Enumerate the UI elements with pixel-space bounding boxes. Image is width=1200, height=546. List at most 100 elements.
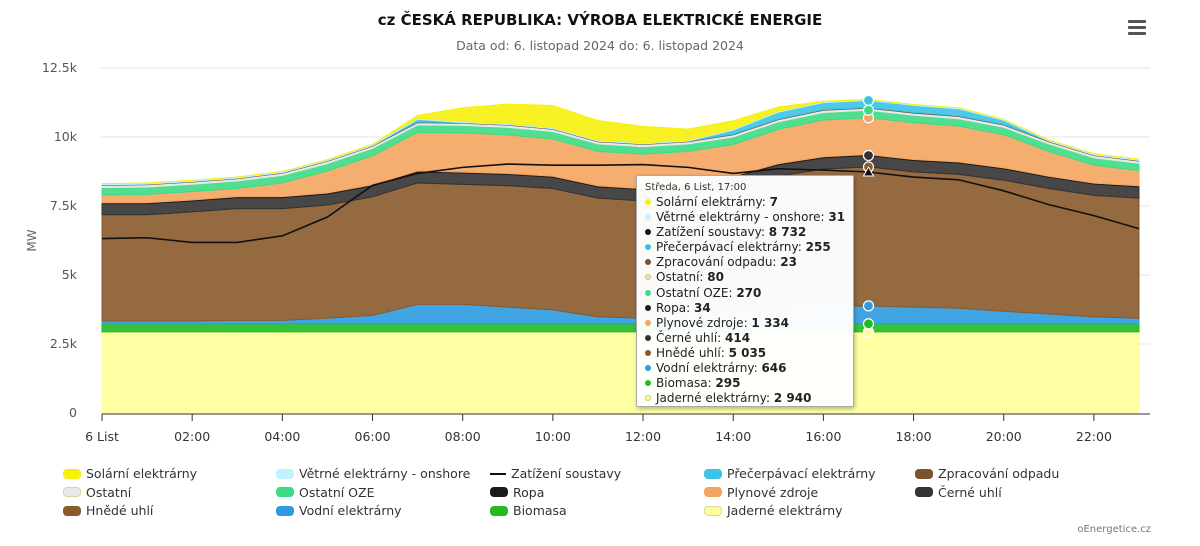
hover-marker-load [862, 165, 875, 177]
x-tick-label: 08:00 [445, 429, 481, 444]
tooltip-value: 5 035 [728, 345, 767, 360]
tooltip-value: 23 [780, 255, 797, 270]
tooltip-row: Přečerpávací elektrárny: 255 [645, 240, 845, 255]
legend-label: Ostatní [86, 484, 132, 500]
legend-item[interactable]: Biomasa [490, 502, 567, 520]
tooltip-row: Ostatní: 80 [645, 270, 845, 285]
legend-item[interactable]: Větrné elektrárny - onshore [276, 465, 470, 483]
tooltip-value: 7 [769, 195, 778, 209]
tooltip-label: Černé uhlí: [656, 330, 726, 345]
tooltip-value: 414 [725, 330, 751, 345]
legend-item[interactable]: Zpracování odpadu [915, 465, 1059, 483]
legend-symbol-icon [490, 472, 506, 475]
y-axis-title: MW [25, 229, 39, 251]
legend-item[interactable]: Hnědé uhlí [63, 502, 153, 520]
legend-label: Jaderné elektrárny [727, 503, 843, 518]
area-series-biomasa[interactable] [101, 323, 1140, 333]
tooltip-dot-icon [645, 214, 651, 221]
legend-symbol-icon [63, 487, 81, 497]
x-tick-label: 02:00 [174, 429, 210, 444]
tooltip-dot-icon [645, 274, 651, 281]
y-tick-label: 0 [69, 405, 77, 420]
legend-item[interactable]: Ostatní OZE [276, 484, 374, 502]
tooltip-value: 2 940 [773, 391, 812, 406]
hover-marker [862, 104, 875, 116]
legend-label: Hnědé uhlí [86, 503, 154, 518]
legend-symbol-icon [63, 468, 81, 479]
legend-symbol-icon [490, 505, 508, 516]
tooltip-label: Biomasa: [656, 376, 716, 391]
tooltip-dot-icon [645, 334, 651, 341]
tooltip-value: 270 [736, 285, 762, 300]
tooltip-row: Černé uhlí: 414 [645, 331, 845, 346]
tooltip-row: Ostatní OZE: 270 [645, 286, 845, 301]
tooltip-label: Větrné elektrárny - onshore: [656, 210, 829, 225]
tooltip-dot-icon [645, 395, 651, 402]
legend-item[interactable]: Ropa [490, 484, 544, 502]
tooltip-label: Zpracování odpadu: [656, 255, 781, 270]
legend-item[interactable]: Zatížení soustavy [490, 465, 621, 483]
stacked-area-chart: 0 2.5k 5k 7.5k 10k 12.5k MW 6 List 02:00 04:00 06:… [25, 60, 1150, 444]
legend-symbol-icon [704, 468, 722, 479]
legend-symbol-icon [704, 487, 722, 497]
tooltip-label: Plynové zdroje: [656, 315, 752, 330]
tooltip-value: 295 [715, 376, 741, 391]
legend-label: Plynové zdroje [727, 484, 819, 500]
x-tick-label: 18:00 [896, 429, 932, 444]
tooltip-row: Solární elektrárny: 7 [645, 195, 845, 210]
tooltip-rows: Solární elektrárny: 7 Větrné elektrárny -… [645, 195, 845, 406]
tooltip-value: 255 [805, 240, 831, 255]
legend-item[interactable]: Vodní elektrárny [276, 502, 402, 520]
tooltip-value: 80 [707, 270, 724, 285]
legend-label: Solární elektrárny [86, 466, 198, 481]
tooltip-row: Plynové zdroje: 1 334 [645, 316, 845, 331]
tooltip-row: Větrné elektrárny - onshore: 31 [645, 210, 845, 225]
axes: 0 2.5k 5k 7.5k 10k 12.5k MW 6 List 02:00 04:00 06:… [25, 60, 1150, 444]
legend-item[interactable]: Plynové zdroje [704, 484, 818, 502]
tooltip-header: Středa, 6 List, 17:00 [645, 182, 747, 193]
hamburger-menu-icon[interactable] [1128, 20, 1146, 36]
x-tick-label: 6 List [85, 429, 119, 444]
legend-item[interactable]: Solární elektrárny [63, 465, 197, 483]
line-series-zatizeni-soustavy[interactable] [101, 163, 1140, 244]
tooltip-value: 31 [828, 210, 846, 225]
tooltip-value: 34 [693, 300, 711, 315]
tooltip-row: Zpracování odpadu: 23 [645, 255, 845, 270]
area-series-group [101, 98, 1140, 414]
credits-link[interactable]: oEnergetice.cz [1077, 524, 1151, 535]
legend-item[interactable]: Jaderné elektrárny [704, 502, 843, 520]
legend-symbol-icon [276, 468, 294, 479]
y-tick-label: 5k [62, 267, 78, 282]
legend-label: Ropa [513, 484, 545, 500]
legend-label: Ostatní OZE [299, 484, 375, 500]
tooltip-row: Zatížení soustavy: 8 732 [645, 225, 845, 240]
tooltip-label: Přečerpávací elektrárny: [656, 240, 806, 255]
legend-label: Černé uhlí [938, 484, 1002, 500]
tooltip-value: 8 732 [768, 225, 807, 240]
area-series-jaderne-elektrarny[interactable] [101, 331, 1140, 414]
hover-tooltip: Středa, 6 List, 17:00 Solární elektrárny… [636, 175, 854, 407]
hover-marker [862, 94, 875, 107]
legend-item[interactable]: Přečerpávací elektrárny [704, 465, 876, 483]
tooltip-dot-icon [645, 259, 651, 266]
legend-symbol-icon [63, 505, 81, 516]
y-tick-label: 12.5k [42, 60, 78, 75]
tooltip-dot-icon [645, 349, 651, 356]
y-tick-label: 2.5k [50, 336, 78, 351]
tooltip-row: Biomasa: 295 [645, 376, 845, 391]
legend-item[interactable]: Ostatní [63, 484, 131, 502]
tooltip-row: Vodní elektrárny: 646 [645, 361, 845, 376]
tooltip-dot-icon [645, 319, 651, 326]
tooltip-label: Vodní elektrárny: [656, 361, 762, 376]
tooltip-label: Jaderné elektrárny: [656, 391, 774, 406]
legend-label: Zatížení soustavy [511, 466, 622, 481]
x-tick-label: 16:00 [805, 429, 841, 444]
tooltip-dot-icon [645, 199, 651, 205]
legend-item[interactable]: Černé uhlí [915, 484, 1002, 502]
tooltip-value: 1 334 [751, 315, 789, 330]
tooltip-dot-icon [645, 304, 651, 311]
legend-symbol-icon [704, 505, 722, 516]
tooltip-row: Hnědé uhlí: 5 035 [645, 346, 845, 361]
legend-symbol-icon [276, 505, 294, 516]
legend-symbol-icon [915, 487, 933, 497]
